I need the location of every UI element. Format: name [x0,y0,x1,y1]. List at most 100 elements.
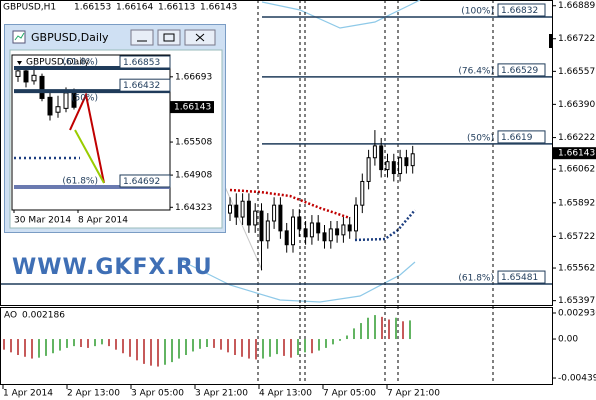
candle-body [297,216,302,230]
ohlc-value: 1.66143 [200,3,237,13]
y-tick-label: 0.002936 [558,308,596,318]
candle-body [246,200,251,226]
candle-body [391,161,396,175]
x-tick-label: 2 Apr 13:00 [67,389,120,399]
candle-body [240,200,245,218]
candle-body [259,210,264,242]
inset-header: GBPUSD,Daily [26,58,90,68]
candle-body [372,145,377,159]
minimize-button[interactable] [130,29,154,46]
y-tick-label: -0.004395 [558,374,596,384]
watermark: WWW.GKFX.RU [12,255,213,280]
fib-price: 1.66432 [123,81,160,91]
candle-body [272,204,277,222]
ao-chart: AO 0.002186 0.002936 0.00 -0.004395 [3,308,596,384]
fib-price-box [497,3,546,17]
candle-body [335,228,340,236]
ohlc-value: 1.66113 [158,3,195,13]
candle-body [379,145,384,171]
fib-label: (61.8%) [62,57,98,67]
fib-label: (61.8%) [458,274,494,284]
x-tick-label: 7 Apr 21:00 [387,389,440,399]
trend-line [221,179,263,271]
fib-label: (76.4%) [458,66,494,76]
candle-body [284,230,289,246]
separators [257,0,494,385]
candle-body [55,106,61,113]
x-tick-label: 8 Apr 2014 [78,216,128,226]
y-tick-label: 1.65508 [175,138,212,148]
fib-price: 1.66832 [501,6,538,16]
inset-plot [11,54,171,211]
y-tick-label: 1.66390 [558,100,595,110]
fib-price-box [119,55,171,69]
fib-price: 1.64692 [123,177,160,187]
maximize-icon [163,33,175,42]
candle-body [385,161,390,171]
candle-body [347,224,352,232]
candle-body [253,210,258,226]
candle-body [234,204,239,218]
candle-body [228,204,232,214]
fib-price-box [497,270,546,284]
fib-label: (50%) [467,133,494,143]
zigzag-line [69,91,105,184]
fib-price-box [497,63,546,77]
candle-body [291,216,295,246]
band-line [179,259,416,303]
y-tick-label: 1.65722 [558,232,595,242]
y-tick-label: 1.65892 [558,198,595,208]
candle-body [15,70,21,77]
inset-window[interactable]: GBPUSD,Daily GBPUSD,Daily 1.66693 1.65508… [4,24,226,233]
y-tick-label: 1.66889 [558,1,595,11]
y-tick-label: 0.00 [558,335,578,345]
window-title: GBPUSD,Daily [31,31,109,44]
x-tick-label: 3 Apr 21:00 [195,389,248,399]
y-tick-label: 1.65397 [558,296,595,306]
maximize-button[interactable] [157,29,181,46]
y-tick-label: 1.65562 [558,264,595,274]
fib-price-box [497,130,546,144]
dropdown-icon [17,61,22,65]
candle-body [278,204,283,232]
fib-price: 1.66529 [501,66,538,76]
x-tick-label: 30 Mar 2014 [14,216,71,226]
candle-body [341,224,346,236]
candle-body [316,222,321,234]
candle-body [309,222,314,238]
y-tick-label: 1.66722 [558,34,595,44]
ohlc-value: 1.66164 [116,3,153,13]
fib-price-box [119,174,171,188]
ohlc-value: 1.66153 [74,3,111,13]
ma-line [354,209,416,242]
window-body [9,49,223,229]
candle-body [303,228,308,238]
candle-body [322,232,327,242]
indicator-value: 0.002186 [22,311,65,321]
y-tick-label: 1.66062 [558,165,595,175]
x-tick-label: 1 Apr 2014 [3,389,53,399]
fib-price: 1.6619 [501,133,533,143]
candle-body [23,70,29,83]
x-tick-label: 3 Apr 05:00 [131,389,184,399]
y-tick-label: 1.64323 [175,203,212,213]
candle-body [366,157,371,182]
band-line [261,0,421,29]
candle-body [354,204,358,232]
current-price: 1.66143 [174,103,211,113]
current-price-tag [552,147,596,160]
candle-body [31,74,37,82]
y-tick-label: 1.66557 [558,67,595,77]
ma-line [229,188,351,220]
fib-price: 1.66853 [123,58,160,68]
close-icon [195,33,205,42]
candle-body [410,153,415,167]
y-tick-label: 1.66222 [558,133,595,143]
current-price-tag [170,101,214,114]
y-tick-label: 1.64908 [175,171,212,181]
indicator-title: AO [4,311,17,321]
ao-panel [0,307,553,385]
cursor-mark [549,34,552,48]
x-tick-label: 4 Apr 13:00 [259,389,312,399]
